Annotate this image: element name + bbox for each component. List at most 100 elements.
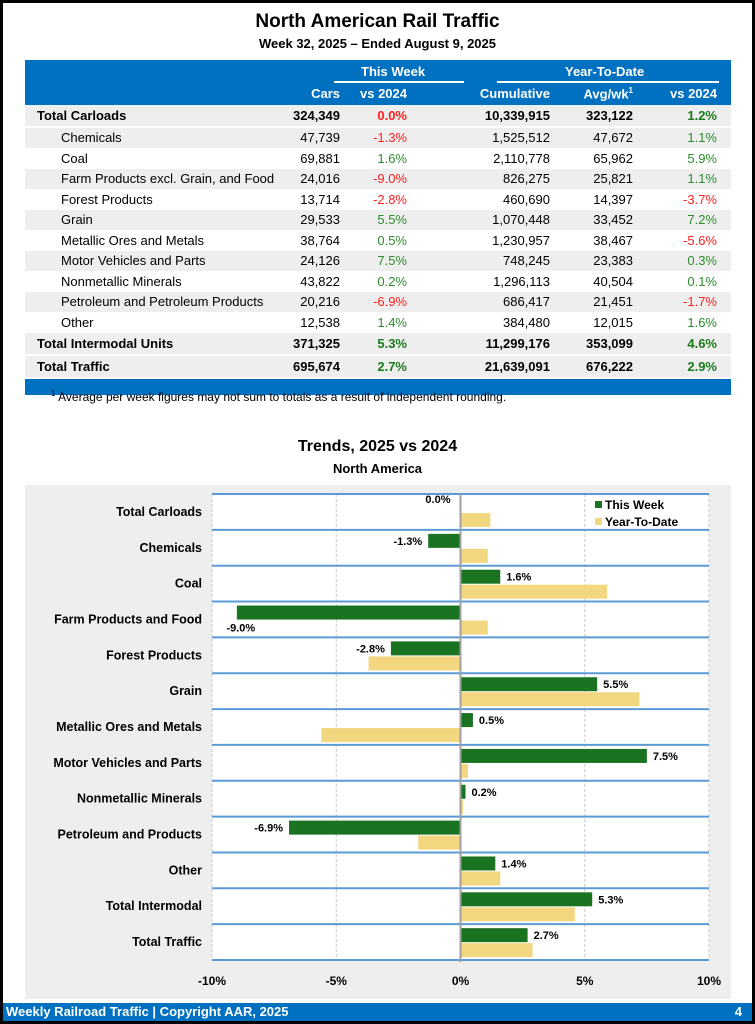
traffic-table: This Week Year-To-Date Cars vs 2024 Cumu…	[25, 60, 731, 395]
cumulative-value: 826,275	[503, 171, 550, 186]
table-row: Grain 29,533 5.5% 1,070,448 33,452 7.2%	[25, 210, 731, 231]
vs2024-value: 5.3%	[377, 336, 407, 351]
cars-value: 24,016	[300, 171, 340, 186]
cumulative-value: 1,230,957	[492, 232, 550, 248]
bar-this-week	[460, 892, 593, 907]
bar-year-to-date	[460, 943, 533, 958]
vs2024-value: -9.0%	[373, 171, 407, 186]
chart-title: Trends, 2025 vs 2024	[297, 438, 458, 455]
cars-value: 29,533	[300, 212, 340, 227]
vs2024-value: 1.4%	[377, 314, 407, 330]
category-label: Forest Products	[106, 648, 202, 662]
cars-value: 695,674	[293, 359, 340, 374]
group-header-ytd: Year-To-Date	[565, 64, 645, 79]
bar-this-week	[460, 784, 466, 799]
col-header-vs2024: vs 2024	[360, 86, 407, 101]
table-row: Farm Products excl. Grain, and Food 24,01…	[25, 169, 731, 190]
category-label: Total Traffic	[132, 935, 202, 949]
vs2024-value: -6.9%	[373, 294, 407, 309]
avgwk-value: 23,383	[593, 253, 633, 268]
page: North American Rail Traffic Week 32, 202…	[3, 3, 752, 1021]
bar-year-to-date	[460, 692, 640, 707]
vs2024-value: 5.5%	[377, 212, 407, 227]
data-label: -1.3%	[393, 536, 422, 548]
category-label: Metallic Ores and Metals	[56, 720, 202, 734]
data-label: 0.5%	[479, 715, 504, 727]
cars-value: 371,325	[293, 336, 340, 351]
data-label: 7.5%	[653, 751, 678, 763]
data-label: 2.7%	[534, 930, 559, 942]
group-header-this-week: This Week	[361, 64, 426, 79]
col-header-avgwk: Avg/wk1	[584, 86, 633, 101]
ytd-vs2024-value: 5.9%	[687, 150, 717, 166]
bar-year-to-date	[368, 656, 461, 671]
bar-year-to-date	[460, 548, 488, 563]
bar-year-to-date	[460, 584, 608, 599]
bar-this-week	[460, 569, 501, 584]
cars-value: 47,739	[300, 130, 340, 145]
data-label: -9.0%	[226, 623, 255, 635]
x-tick-label: 10%	[697, 974, 721, 988]
data-label: 0.2%	[471, 787, 496, 799]
category-label: Total Intermodal	[106, 899, 202, 913]
cumulative-value: 1,525,512	[492, 130, 550, 145]
table-row: Chemicals 47,739 -1.3% 1,525,512 47,672 1.1%	[25, 128, 731, 149]
col-header-cumulative: Cumulative	[479, 86, 550, 101]
bar-this-week	[460, 677, 598, 692]
avgwk-value: 47,672	[593, 130, 633, 145]
cars-value: 38,764	[300, 232, 340, 248]
bar-year-to-date	[460, 871, 501, 886]
cars-value: 20,216	[300, 294, 340, 309]
table-row: Total Carloads 324,349 0.0% 10,339,915 323,1…	[25, 105, 731, 128]
ytd-vs2024-value: 1.1%	[687, 171, 717, 186]
avgwk-value: 40,504	[593, 273, 633, 289]
data-label: -2.8%	[356, 643, 385, 655]
row-label: Chemicals	[61, 130, 122, 145]
category-label: Petroleum and Products	[58, 828, 203, 842]
row-label: Forest Products	[61, 191, 153, 207]
bar-year-to-date	[460, 513, 491, 527]
avgwk-value: 323,122	[586, 108, 633, 123]
vs2024-value: 0.5%	[377, 232, 407, 248]
cars-value: 12,538	[300, 314, 340, 330]
vs2024-value: 0.2%	[377, 273, 407, 289]
cumulative-value: 10,339,915	[484, 108, 550, 123]
category-label: Other	[169, 863, 202, 877]
group-underline	[497, 81, 719, 83]
cars-value: 324,349	[293, 108, 340, 123]
bar-this-week	[236, 605, 461, 620]
chart-area: -10% -5% 0% 5% 10% Total Carloads 0.0% Chemical…	[25, 485, 731, 999]
ytd-vs2024-value: -1.7%	[683, 294, 717, 309]
legend-label-ytd: Year-To-Date	[605, 515, 678, 529]
data-label: 5.5%	[603, 679, 628, 691]
data-label: -6.9%	[254, 823, 283, 835]
row-label: Nonmetallic Minerals	[61, 273, 182, 289]
ytd-vs2024-value: 1.2%	[687, 108, 717, 123]
vs2024-value: -1.3%	[373, 130, 407, 145]
x-tick-label: 0%	[452, 974, 470, 988]
cumulative-value: 1,070,448	[492, 212, 550, 227]
table-footer-bar	[25, 379, 731, 395]
avgwk-value: 676,222	[586, 359, 633, 374]
row-label: Total Intermodal Units	[37, 336, 174, 351]
row-label: Total Carloads	[37, 108, 127, 123]
category-label: Total Carloads	[116, 505, 202, 519]
table-row: Total Traffic 695,674 2.7% 21,639,091 676,22…	[25, 356, 731, 379]
footer-text: Weekly Railroad Traffic | Copyright AAR,…	[6, 1004, 289, 1019]
ytd-vs2024-value: 7.2%	[687, 212, 717, 227]
col-header-cars: Cars	[311, 86, 340, 101]
ytd-vs2024-value: 0.3%	[687, 253, 717, 268]
cumulative-value: 686,417	[503, 294, 550, 309]
legend-swatch-ytd	[595, 518, 602, 525]
row-label: Total Traffic	[37, 359, 110, 374]
table-row: Coal 69,881 1.6% 2,110,778 65,962 5.9%	[25, 148, 731, 169]
page-subtitle: Week 32, 2025 – Ended August 9, 2025	[258, 36, 496, 51]
bar-year-to-date	[418, 835, 461, 850]
bar-this-week	[460, 748, 647, 763]
chart-subtitle: North America	[332, 461, 423, 476]
x-tick-label: -5%	[326, 974, 348, 988]
bar-this-week	[460, 856, 496, 871]
bar-this-week	[460, 713, 473, 728]
row-label: Petroleum and Petroleum Products	[61, 294, 264, 309]
table-row: Petroleum and Petroleum Products 20,216 -6…	[25, 292, 731, 313]
